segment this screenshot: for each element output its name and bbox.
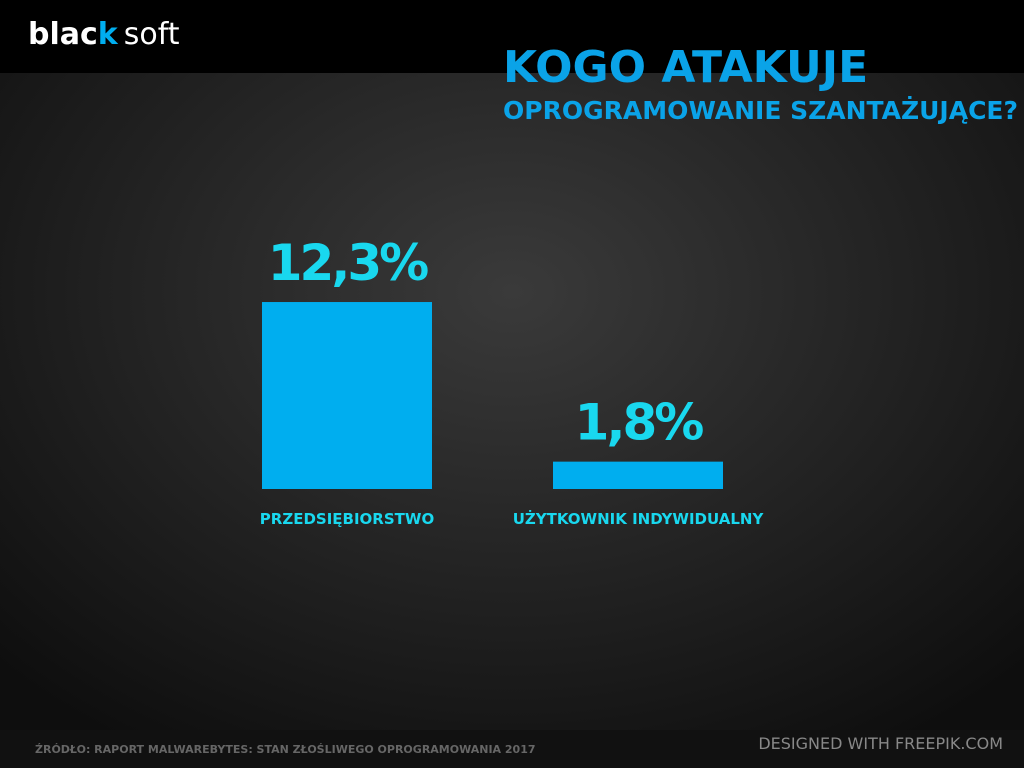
category-label: UŻYTKOWNIK INDYWIDUALNY — [513, 509, 765, 528]
logo-part: soft — [124, 17, 180, 52]
plot: 12,3% PRZEDSIĘBIORSTWO 1,8% UŻYTKOWNIK INDY… — [260, 234, 765, 528]
value-label: 1,8% — [575, 394, 704, 452]
source: ŹRÓDŁO: RAPORT MALWAREBYTES: STAN ZŁOŚLI… — [35, 743, 536, 756]
value-label: 12,3% — [268, 234, 428, 292]
bar — [262, 302, 432, 489]
bar — [553, 461, 723, 489]
logo-part: k — [98, 17, 119, 52]
logo: black soft — [28, 17, 180, 52]
category-label: PRZEDSIĘBIORSTWO — [260, 510, 434, 528]
chart-title: KOGO ATAKUJE — [503, 42, 868, 93]
logo-part: blac — [28, 17, 98, 52]
header-bar — [0, 0, 1024, 73]
footer-bar — [0, 730, 1024, 768]
chart-subtitle: OPROGRAMOWANIE SZANTAŻUJĄCE? — [503, 96, 1018, 125]
credit: DESIGNED WITH FREEPIK.COM — [758, 734, 1003, 753]
